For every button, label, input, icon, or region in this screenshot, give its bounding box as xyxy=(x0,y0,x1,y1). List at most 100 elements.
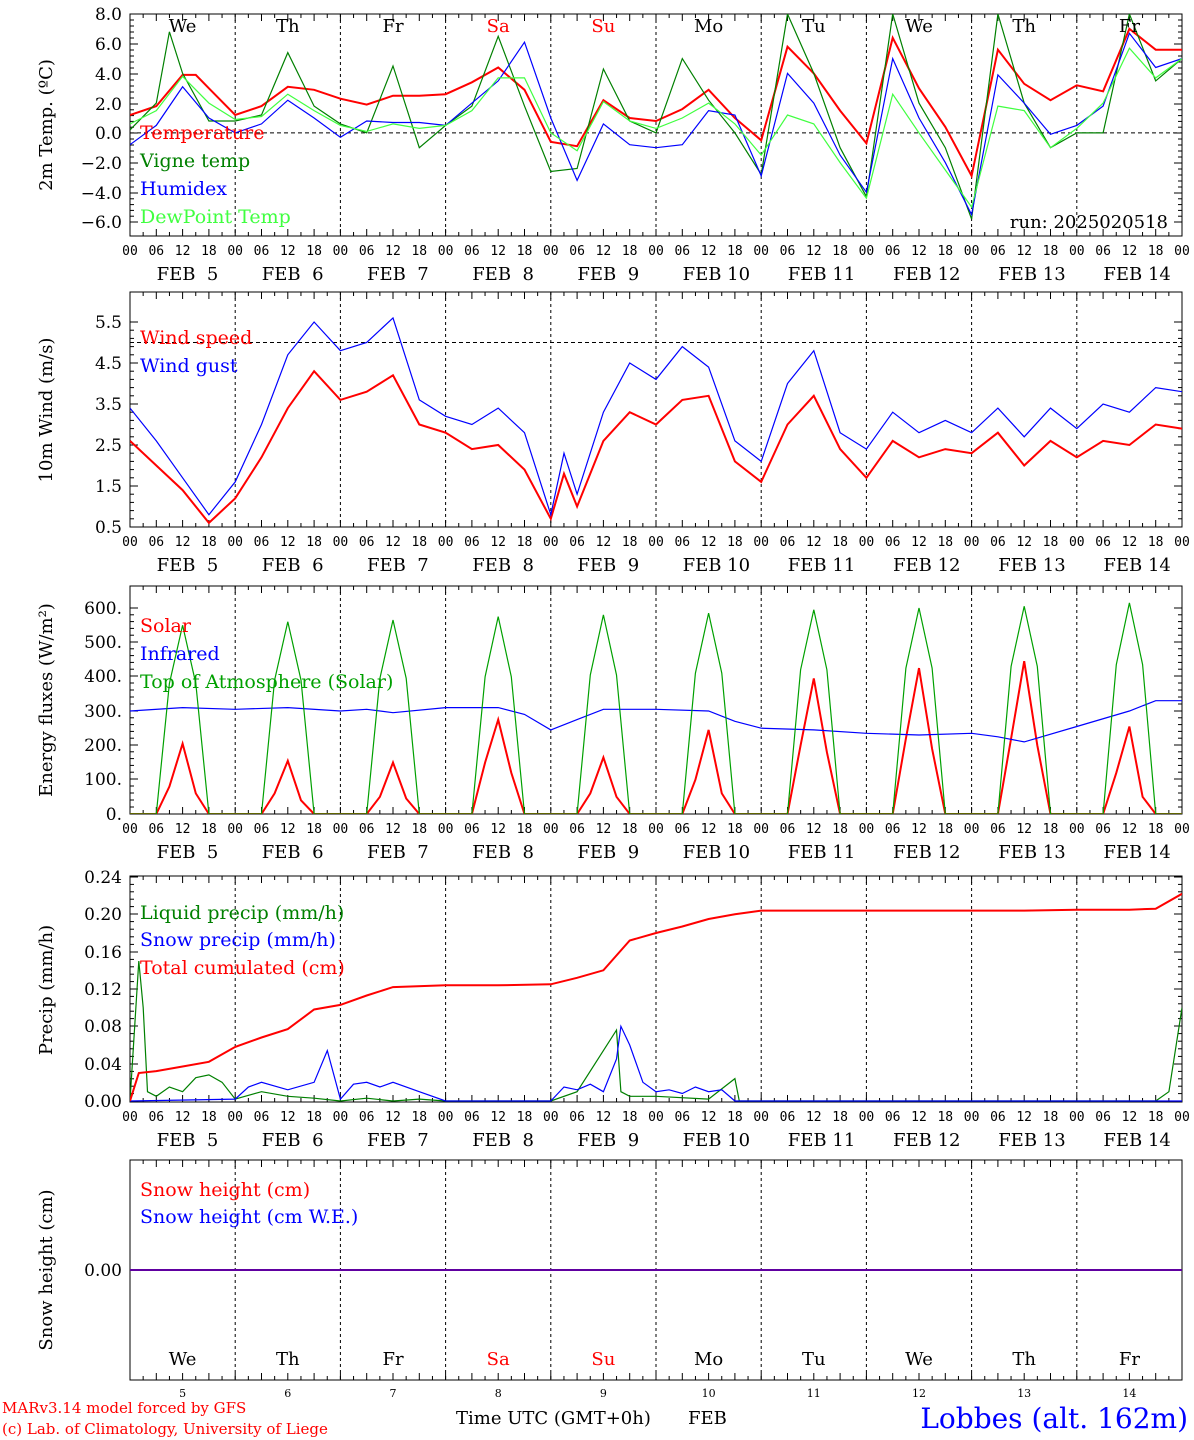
y-tick-label: 3.5 xyxy=(95,395,122,415)
day-of-week-label: We xyxy=(169,16,197,37)
date-label: FEB 12 xyxy=(893,842,960,863)
hour-tick-label: 18 xyxy=(622,1110,638,1125)
hour-tick-label: 18 xyxy=(517,535,533,550)
hour-tick-label: 06 xyxy=(148,822,164,837)
date-label: FEB 12 xyxy=(893,264,960,285)
hour-tick-label: 12 xyxy=(596,1110,612,1125)
legend-entry: Liquid precip (mm/h) xyxy=(140,902,344,924)
y-axis-label: 10m Wind (m/s) xyxy=(36,338,57,483)
hour-tick-label: 06 xyxy=(674,1110,690,1125)
series-line-2 xyxy=(130,316,1182,518)
station-label: Lobbes (alt. 162m) xyxy=(920,1402,1188,1435)
day-number-label: 7 xyxy=(390,1387,397,1400)
hour-tick-label: 12 xyxy=(1122,822,1138,837)
hour-tick-label: 00 xyxy=(1174,535,1190,550)
hour-tick-label: 00 xyxy=(648,535,664,550)
y-tick-label: 2.0 xyxy=(95,95,122,115)
hour-tick-label: 06 xyxy=(885,535,901,550)
day-of-week-label: Fr xyxy=(382,1349,403,1370)
hour-tick-label: 00 xyxy=(1174,822,1190,837)
hour-tick-label: 06 xyxy=(990,1110,1006,1125)
day-number-label: 11 xyxy=(807,1387,821,1400)
hour-tick-label: 18 xyxy=(1148,822,1164,837)
date-label: FEB 11 xyxy=(788,264,855,285)
hour-tick-label: 00 xyxy=(333,1110,349,1125)
hour-tick-label: 12 xyxy=(806,244,822,259)
hour-tick-label: 12 xyxy=(490,535,506,550)
legend-entry: Top of Atmosphere (Solar) xyxy=(140,671,393,693)
date-label: FEB 13 xyxy=(998,264,1065,285)
panel-4: 0.24 0.20 0.16 0.12 0.08 0.04 0.00 Precip (mm/h… xyxy=(36,868,1190,1151)
date-label: FEB 9 xyxy=(577,555,639,576)
day-of-week-label: Th xyxy=(276,1349,300,1370)
y-tick-label: 600. xyxy=(84,599,122,619)
y-tick-label: 0.5 xyxy=(95,518,122,538)
hour-tick-label: 06 xyxy=(569,1110,585,1125)
hour-tick-label: 00 xyxy=(753,1110,769,1125)
hour-tick-label: 18 xyxy=(1148,535,1164,550)
hour-tick-label: 00 xyxy=(859,244,875,259)
hour-tick-label: 06 xyxy=(464,244,480,259)
hour-tick-label: 12 xyxy=(596,244,612,259)
y-tick-label: 0.12 xyxy=(84,980,122,1000)
hour-tick-label: 00 xyxy=(333,822,349,837)
hour-tick-label: 06 xyxy=(254,822,270,837)
hour-tick-label: 00 xyxy=(648,1110,664,1125)
hour-tick-label: 12 xyxy=(385,244,401,259)
series-line-2 xyxy=(130,1024,1182,1102)
hour-tick-label: 12 xyxy=(490,1110,506,1125)
legend-entry: Solar xyxy=(140,615,192,637)
hour-tick-label: 12 xyxy=(701,1110,717,1125)
time-axis-month: FEB xyxy=(688,1408,727,1429)
hour-tick-label: 00 xyxy=(964,1110,980,1125)
series-line-1 xyxy=(130,369,1182,525)
y-tick-label: 4.0 xyxy=(95,65,122,85)
day-of-week-label: Su xyxy=(591,1349,615,1370)
hour-tick-label: 18 xyxy=(727,244,743,259)
date-label: FEB 5 xyxy=(157,264,219,285)
hour-tick-label: 06 xyxy=(780,1110,796,1125)
hour-tick-label: 00 xyxy=(333,535,349,550)
y-tick-label: 0.20 xyxy=(84,905,122,925)
hour-tick-label: 00 xyxy=(1069,535,1085,550)
hour-tick-label: 00 xyxy=(122,535,138,550)
hour-tick-label: 00 xyxy=(227,535,243,550)
y-tick-label: 5.5 xyxy=(95,313,122,333)
y-tick-label: −6.0 xyxy=(81,213,122,233)
hour-tick-label: 06 xyxy=(780,822,796,837)
date-label: FEB 6 xyxy=(262,842,324,863)
date-label: FEB 13 xyxy=(998,1130,1065,1151)
hour-tick-label: 06 xyxy=(464,1110,480,1125)
hour-tick-label: 12 xyxy=(385,822,401,837)
hour-tick-label: 06 xyxy=(464,535,480,550)
date-label: FEB 14 xyxy=(1103,555,1170,576)
date-label: FEB 8 xyxy=(472,264,534,285)
hour-tick-label: 06 xyxy=(1095,822,1111,837)
date-label: FEB 13 xyxy=(998,555,1065,576)
hour-tick-label: 18 xyxy=(727,822,743,837)
day-of-week-label: Tu xyxy=(802,16,826,37)
hour-tick-label: 18 xyxy=(306,1110,322,1125)
hour-tick-label: 00 xyxy=(1174,1110,1190,1125)
day-of-week-label: We xyxy=(905,1349,933,1370)
date-label: FEB 9 xyxy=(577,842,639,863)
hour-tick-label: 00 xyxy=(227,822,243,837)
hour-tick-label: 06 xyxy=(148,535,164,550)
legend-entry: Snow height (cm) xyxy=(140,1179,310,1201)
date-label: FEB 7 xyxy=(367,555,429,576)
day-number-label: 8 xyxy=(495,1387,502,1400)
y-tick-label: 100. xyxy=(84,770,122,790)
hour-tick-label: 18 xyxy=(1043,822,1059,837)
hour-tick-label: 18 xyxy=(306,822,322,837)
hour-tick-label: 12 xyxy=(1016,244,1032,259)
hour-tick-label: 00 xyxy=(859,535,875,550)
hour-tick-label: 00 xyxy=(648,244,664,259)
y-tick-label: 400. xyxy=(84,667,122,687)
hour-tick-label: 06 xyxy=(885,822,901,837)
hour-tick-label: 18 xyxy=(832,1110,848,1125)
legend-entry: Wind gust xyxy=(140,355,238,377)
date-label: FEB 10 xyxy=(683,1130,750,1151)
hour-tick-label: 06 xyxy=(990,535,1006,550)
hour-tick-label: 18 xyxy=(201,244,217,259)
